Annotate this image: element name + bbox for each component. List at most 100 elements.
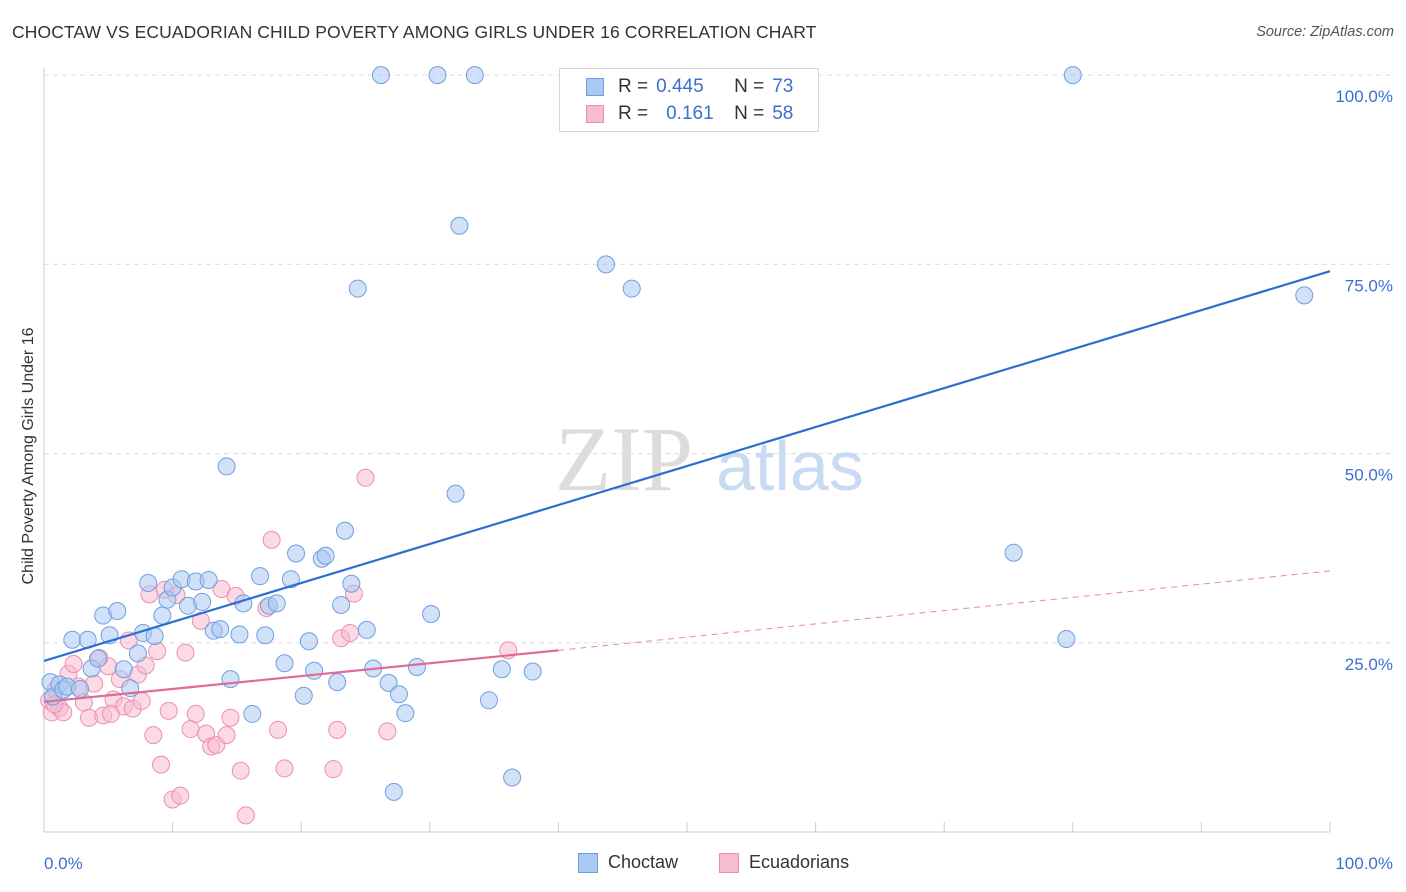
ecuadorian-point xyxy=(328,720,347,739)
watermark-zip: ZIP xyxy=(555,408,693,510)
choctaw-point xyxy=(396,704,415,723)
ecuadorian-point xyxy=(236,806,255,825)
choctaw-swatch xyxy=(586,78,604,96)
legend-n-value: 58 xyxy=(772,103,794,124)
bottom-legend-ecuadorians: Ecuadorians xyxy=(719,852,849,873)
choctaw-point xyxy=(465,66,484,85)
choctaw-point xyxy=(139,573,158,592)
bottom-legend-choctaw: Choctaw xyxy=(578,852,678,873)
y-tick-label: 75.0% xyxy=(1345,276,1393,295)
ecuadorian-point xyxy=(186,704,205,723)
y-tick-label: 100.0% xyxy=(1335,87,1393,106)
choctaw-point xyxy=(294,686,313,705)
choctaw-point xyxy=(523,662,542,681)
choctaw-point xyxy=(384,782,403,801)
ecuadorian-point xyxy=(171,786,190,805)
ecuadorians-legend-label: Ecuadorians xyxy=(749,852,850,872)
ecuadorian-point xyxy=(324,760,343,779)
trendlines xyxy=(43,270,1331,703)
choctaw-point xyxy=(328,673,347,692)
ecuadorian-point xyxy=(64,654,83,673)
x-tick-label: 0.0% xyxy=(44,854,83,873)
choctaw-point xyxy=(379,673,398,692)
choctaw-point xyxy=(199,570,218,589)
y-tick-label: 50.0% xyxy=(1345,466,1393,485)
choctaw-point xyxy=(622,279,641,298)
choctaw-point xyxy=(211,620,230,639)
choctaw-point xyxy=(256,626,275,645)
choctaw-point xyxy=(193,592,212,611)
choctaw-point xyxy=(335,521,354,540)
choctaw-point xyxy=(450,216,469,235)
choctaw-point xyxy=(287,544,306,563)
choctaw-point xyxy=(1004,543,1023,562)
choctaw-point xyxy=(281,570,300,589)
y-axis-label: Child Poverty Among Girls Under 16 xyxy=(20,327,37,584)
choctaw-point xyxy=(299,632,318,651)
choctaw-point xyxy=(71,679,90,698)
choctaw-point xyxy=(407,658,426,677)
ecuadorian-point xyxy=(148,642,167,661)
ecuadorian-point xyxy=(275,759,294,778)
choctaw-point xyxy=(305,661,324,680)
y-tick-labels: 25.0% 50.0% 75.0% 100.0% xyxy=(1335,87,1393,674)
legend-n-value: 73 xyxy=(772,76,794,97)
choctaw-point xyxy=(1295,286,1314,305)
choctaw-point xyxy=(596,255,615,274)
ecuadorian-swatch xyxy=(719,852,739,873)
ecuadorian-point xyxy=(231,761,250,780)
legend-r-value: 0.161 xyxy=(666,103,714,124)
choctaw-point xyxy=(221,670,240,689)
choctaw-point xyxy=(479,691,498,710)
choctaw-swatch xyxy=(578,852,598,873)
ecuadorian-point xyxy=(101,704,120,723)
x-tick-label: 100.0% xyxy=(1335,854,1393,873)
choctaw-point xyxy=(267,594,286,613)
choctaw-point xyxy=(153,606,172,625)
choctaw-point xyxy=(332,595,351,614)
ecuadorian-point xyxy=(144,726,163,745)
chart-title: CHOCTAW VS ECUADORIAN CHILD POVERTY AMON… xyxy=(12,22,817,42)
legend-r-value: 0.445 xyxy=(656,76,704,97)
watermark: ZIP atlas xyxy=(555,408,864,510)
ecuadorian-point xyxy=(269,720,288,739)
choctaw-legend-label: Choctaw xyxy=(608,852,679,872)
y-tick-label: 25.0% xyxy=(1345,655,1393,674)
ecuadorian-point xyxy=(356,468,375,487)
choctaw-trendline xyxy=(43,270,1331,663)
choctaw-point xyxy=(251,567,270,586)
choctaw-point xyxy=(230,625,249,644)
ecuadorian-trendline xyxy=(43,649,559,703)
choctaw-point xyxy=(422,605,441,624)
watermark-atlas: atlas xyxy=(716,427,864,505)
ecuadorian-points xyxy=(40,468,518,825)
ecuadorian-point xyxy=(217,726,236,745)
legend-row-choctaw: R = 0.445 N = 73 xyxy=(586,75,793,99)
choctaw-point xyxy=(275,654,294,673)
ecuadorian-point xyxy=(159,701,178,720)
choctaw-point xyxy=(63,630,82,649)
ecuadorian-trendline-extension xyxy=(558,570,1331,651)
ecuadorian-point xyxy=(221,708,240,727)
choctaw-point xyxy=(389,685,408,704)
choctaw-point xyxy=(348,279,367,298)
ecuadorian-point xyxy=(378,722,397,741)
choctaw-point xyxy=(1057,630,1076,648)
legend-r-label: R = xyxy=(618,103,649,124)
ecuadorian-swatch xyxy=(586,105,604,123)
choctaw-point xyxy=(128,644,147,663)
choctaw-point xyxy=(217,457,236,476)
ecuadorian-point xyxy=(176,643,195,662)
choctaw-point xyxy=(446,484,465,503)
legend-r-label: R = xyxy=(618,76,649,97)
choctaw-point xyxy=(357,620,376,639)
choctaw-point xyxy=(316,546,335,565)
ecuadorian-point xyxy=(341,623,360,642)
legend-n-label: N = xyxy=(734,103,765,124)
source-label: Source: ZipAtlas.com xyxy=(1256,24,1394,40)
legend-n-label: N = xyxy=(734,76,765,97)
choctaw-point xyxy=(108,601,127,620)
gridlines xyxy=(44,74,1394,644)
choctaw-point xyxy=(114,660,133,679)
